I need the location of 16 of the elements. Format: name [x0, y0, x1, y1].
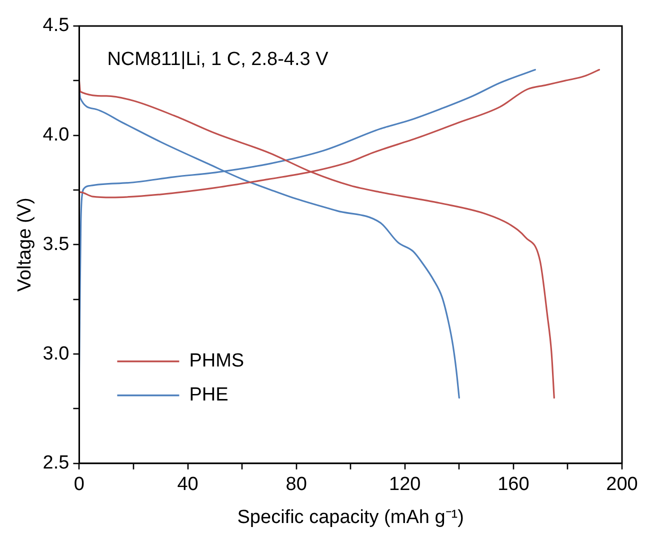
x-tick-label: 160	[498, 474, 530, 496]
y-tick-label: 4.5	[42, 15, 70, 36]
y-tick-label: 3.5	[42, 234, 70, 255]
y-tick-label: 2.5	[42, 452, 70, 474]
x-tick-label: 80	[286, 474, 307, 496]
y-tick-label: 4.0	[42, 124, 70, 146]
x-tick-label: 40	[177, 474, 198, 496]
annotation: NCM811|Li, 1 C, 2.8-4.3 V	[107, 49, 329, 70]
x-tick-label: 200	[606, 474, 638, 496]
y-axis-title: Voltage (V)	[14, 198, 36, 292]
y-tick-label: 3.0	[42, 343, 70, 364]
x-tick-label: 0	[74, 474, 84, 496]
legend-label: PHE	[189, 384, 228, 406]
x-axis-title: Specific capacity (mAh g⁻¹)	[237, 506, 464, 528]
legend-label: PHMS	[189, 350, 244, 372]
x-tick-label: 120	[389, 474, 421, 496]
